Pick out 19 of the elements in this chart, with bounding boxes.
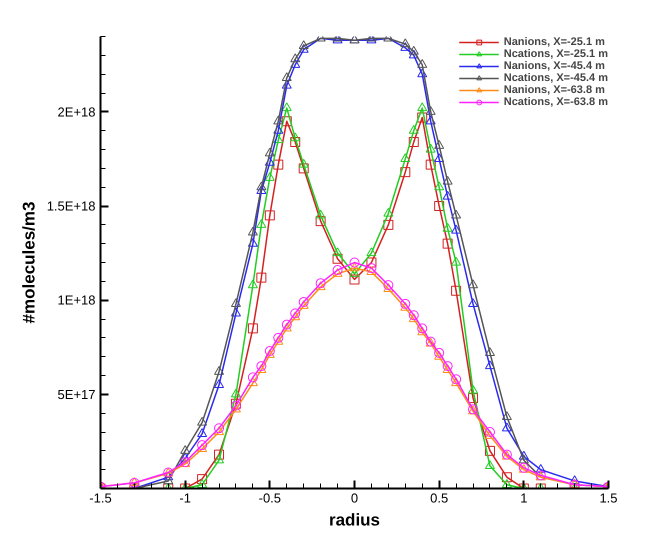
x-tick-label: 0 (350, 490, 358, 506)
y-tick-label: 1.5E+18 (46, 198, 96, 214)
x-tick-label: -1 (179, 490, 191, 506)
legend-label: Ncations, X=-63.8 m (504, 96, 608, 108)
x-tick-label: -1.5 (89, 490, 112, 506)
x-tick-label: -0.5 (258, 490, 282, 506)
legend-label: Ncations, X=-45.4 m (504, 72, 608, 84)
x-tick-label: 1 (520, 490, 528, 506)
x-tick-label: 1.5 (599, 490, 618, 506)
legend-label: Nanions, X=-63.8 m (504, 84, 605, 96)
y-tick-label: 2E+18 (58, 104, 96, 120)
y-tick-label: 1E+18 (58, 292, 96, 308)
x-tick-label: 0.5 (430, 490, 448, 506)
x-axis-title: radius (328, 510, 380, 530)
legend-label: Nanions, X=-45.4 m (504, 60, 605, 72)
legend-label: Nanions, X=-25.1 m (504, 36, 605, 48)
y-tick-label: 5E+17 (58, 386, 96, 402)
legend-label: Ncations, X=-25.1 m (504, 48, 608, 60)
y-axis-title: #molecules/m3 (20, 202, 39, 324)
